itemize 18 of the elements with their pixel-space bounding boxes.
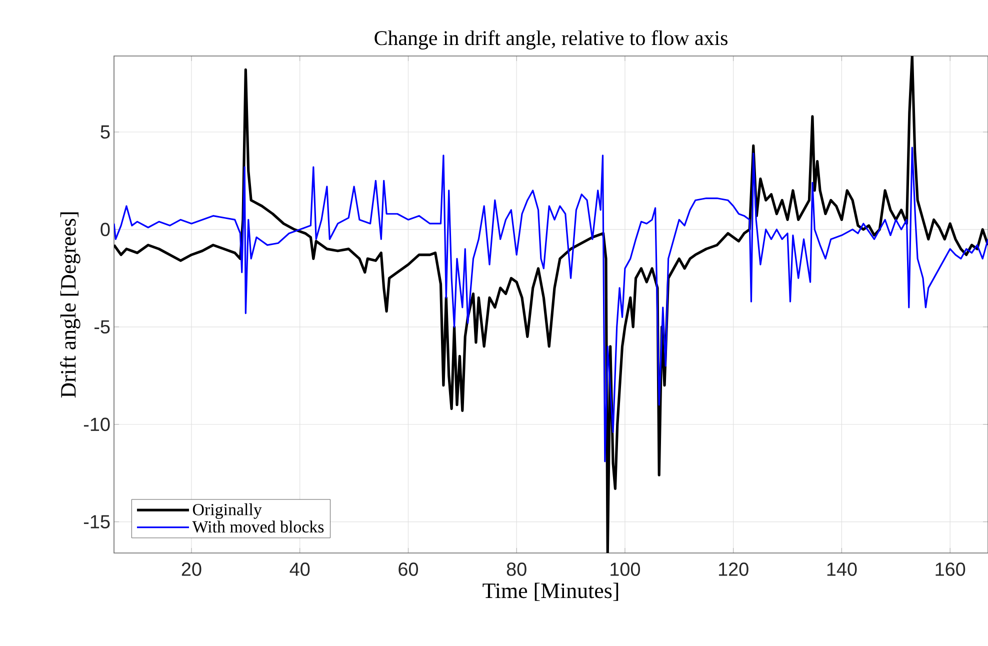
- x-tick-label: 160: [936, 562, 966, 576]
- x-tick-label: 20: [182, 562, 202, 576]
- x-tick-label: 40: [290, 562, 310, 576]
- x-tick-label: 120: [718, 562, 748, 576]
- y-tick-label: 0: [100, 222, 110, 236]
- chart-title: Change in drift angle, relative to flow axis: [374, 30, 728, 50]
- legend-label: With moved blocks: [192, 520, 324, 533]
- x-tick-label: 140: [827, 562, 857, 576]
- y-axis-title: Drift angle [Degrees]: [60, 212, 80, 398]
- x-axis-title: Time [Minutes]: [482, 582, 618, 601]
- legend-label: Originally: [192, 503, 262, 519]
- x-tick-label: 100: [610, 562, 640, 576]
- y-tick-label: -15: [84, 515, 110, 528]
- y-tick-label: -10: [84, 418, 110, 432]
- x-tick-label: 80: [506, 562, 526, 576]
- y-tick-label: 5: [100, 125, 110, 139]
- x-tick-label: 60: [398, 562, 418, 576]
- y-tick-label: -5: [94, 320, 110, 334]
